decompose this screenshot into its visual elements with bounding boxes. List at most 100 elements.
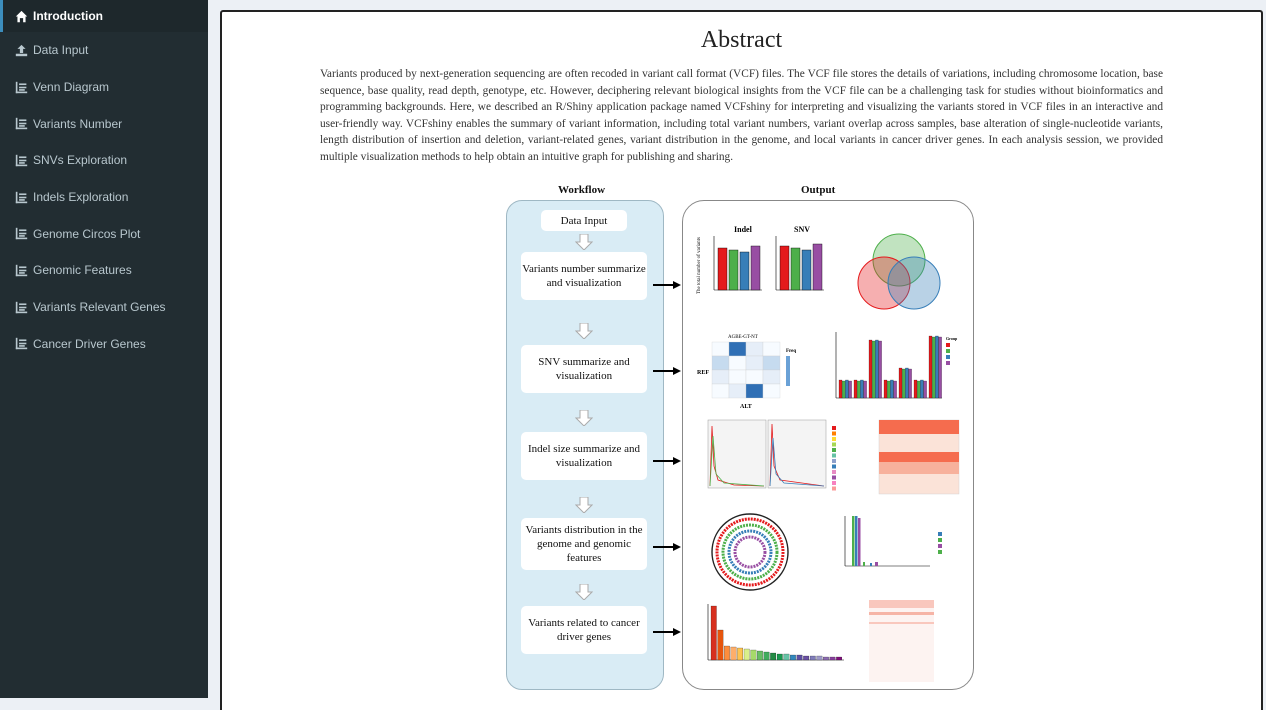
snv-bar	[842, 380, 846, 399]
snv-bar	[932, 336, 936, 399]
snv-bar	[913, 379, 918, 399]
driver-bar	[836, 656, 842, 661]
snv-bar	[920, 379, 924, 399]
right-arrow-icon	[653, 457, 681, 465]
heatmap-cell	[745, 355, 764, 371]
legend-swatch	[832, 459, 836, 463]
heatmap-cell	[711, 355, 730, 371]
driver-bar	[710, 605, 717, 661]
snv-bar	[878, 340, 882, 399]
driver-bar	[823, 656, 829, 661]
heatmap-cell	[711, 383, 730, 399]
list-icon	[14, 227, 28, 241]
snv-bar-thumbnail: Group	[835, 332, 958, 399]
heatmap-cell	[728, 383, 747, 399]
legend-swatch	[832, 481, 836, 485]
sidebar-item-label: Variants Number	[33, 116, 123, 131]
legend-swatch	[832, 431, 836, 436]
output-title: Output	[801, 184, 836, 196]
legend-swatch	[832, 486, 836, 491]
sidebar-item-venn-diagram[interactable]: Venn Diagram	[0, 69, 208, 106]
list-icon	[14, 80, 28, 94]
driver-bar	[783, 653, 790, 661]
sidebar-item-label: Variants Relevant Genes	[33, 300, 166, 315]
sidebar-item-label: Genomic Features	[33, 263, 132, 278]
sidebar-item-data-input[interactable]: Data Input	[0, 32, 208, 69]
indel-label: Indel	[734, 225, 753, 234]
snv-bar	[893, 380, 897, 399]
driver-bar	[717, 629, 724, 661]
snv-bar	[860, 379, 864, 399]
heatmap-cell	[762, 369, 781, 385]
legend-swatch	[832, 464, 836, 469]
list-icon	[14, 117, 28, 131]
abstract-text: Variants produced by next-generation seq…	[320, 68, 1163, 163]
step-variants-number: Variants number summarize and visualizat…	[521, 252, 647, 300]
snv-heatmap-thumbnail: AGBE-GT-NT REF ALT Freq	[697, 335, 796, 410]
list-icon	[14, 263, 28, 277]
step-indel: Indel size summarize and visualization	[521, 432, 647, 480]
step-cancer-genes: Variants related to cancer driver genes	[521, 606, 647, 654]
snv-label: SNV	[794, 225, 810, 234]
sidebar-item-cancer-driver-genes[interactable]: Cancer Driver Genes	[0, 326, 208, 363]
group-legend: Group	[946, 336, 958, 341]
right-arrow-icon	[653, 543, 681, 551]
list-icon	[14, 190, 28, 204]
heatmap-cell	[762, 383, 781, 399]
legend-swatch	[832, 475, 836, 480]
driver-bar	[770, 652, 777, 661]
sidebar-item-label: SNVs Exploration	[33, 153, 128, 168]
sidebar-item-label: Cancer Driver Genes	[33, 336, 146, 351]
sidebar-item-snvs-exploration[interactable]: SNVs Exploration	[0, 142, 208, 179]
driver-bar	[757, 650, 763, 661]
snv-bar	[845, 379, 849, 399]
heatmap-freq: Freq	[786, 349, 796, 354]
sidebar-item-indels-exploration[interactable]: Indels Exploration	[0, 179, 208, 216]
snv-bar	[883, 379, 888, 399]
list-icon	[14, 337, 28, 351]
heatmap-colorbar	[786, 356, 790, 386]
right-arrow-icon	[653, 367, 681, 375]
driver-bar	[816, 655, 823, 661]
driver-bar	[743, 648, 750, 661]
legend-swatch	[832, 437, 836, 441]
snv-bar	[875, 339, 879, 399]
sidebar-item-label: Introduction	[33, 9, 103, 23]
sidebar: Introduction Data Input Venn Diagram Varian…	[0, 0, 208, 698]
snv-bar	[902, 368, 906, 399]
snv-bar	[887, 380, 891, 399]
driver-bar	[750, 649, 757, 661]
sidebar-item-variants-number[interactable]: Variants Number	[0, 105, 208, 142]
snv-bar	[838, 379, 843, 399]
sidebar-item-genome-circos-plot[interactable]: Genome Circos Plot	[0, 215, 208, 252]
legend-swatch	[832, 448, 836, 452]
right-arrow-icon	[653, 281, 681, 289]
step-data-input: Data Input	[541, 210, 627, 231]
snv-bar	[890, 379, 894, 399]
venn-diagram-thumbnail	[857, 233, 941, 310]
snv-bar	[872, 340, 876, 399]
heatmap-cell	[728, 355, 747, 371]
list-icon	[14, 153, 28, 167]
heatmap-cell	[711, 369, 730, 385]
heatmap-cell	[711, 341, 730, 357]
sidebar-item-genomic-features[interactable]: Genomic Features	[0, 252, 208, 289]
right-arrow-icon	[653, 628, 681, 636]
genome-circos-thumbnail	[711, 513, 942, 591]
heatmap-cell	[745, 369, 764, 385]
driver-bar	[724, 645, 730, 661]
variants-number-bar-thumbnail: Indel SNV The total number of variants	[697, 225, 824, 294]
legend-swatch	[832, 453, 836, 458]
sidebar-item-label: Genome Circos Plot	[33, 226, 141, 241]
heatmap-cell	[745, 383, 764, 399]
sidebar-item-introduction[interactable]: Introduction	[0, 0, 208, 32]
snv-bar	[908, 368, 912, 399]
snv-bar	[923, 380, 927, 399]
driver-bar	[803, 655, 810, 661]
sidebar-item-variants-relevant-genes[interactable]: Variants Relevant Genes	[0, 289, 208, 326]
heatmap-ref: REF	[697, 370, 709, 376]
cancer-driver-thumbnail	[707, 600, 934, 682]
list-icon	[14, 300, 28, 314]
workflow-title: Workflow	[558, 184, 606, 196]
driver-bar	[809, 655, 816, 661]
